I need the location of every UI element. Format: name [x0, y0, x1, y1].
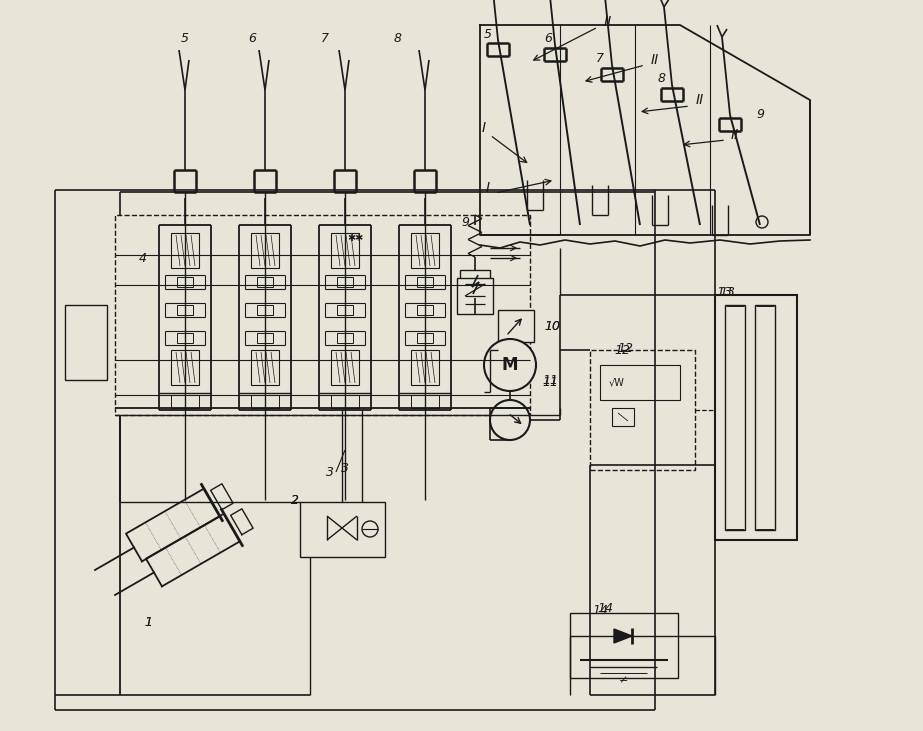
Text: I: I	[485, 181, 490, 195]
Bar	[257, 277, 273, 287]
Bar	[331, 233, 359, 268]
Bar	[251, 395, 279, 408]
Bar	[755, 305, 775, 530]
Text: II: II	[696, 93, 704, 107]
Text: 10: 10	[544, 319, 560, 333]
Bar	[715, 295, 797, 540]
Text: 11: 11	[542, 374, 558, 387]
Bar	[251, 233, 279, 268]
Text: 10: 10	[544, 319, 560, 333]
Bar	[590, 350, 695, 470]
Text: 3: 3	[341, 461, 349, 474]
Bar	[171, 350, 199, 385]
Bar	[600, 365, 680, 400]
Text: 11: 11	[542, 376, 558, 388]
Bar	[417, 277, 433, 287]
Bar	[257, 305, 273, 315]
Text: I: I	[482, 121, 486, 135]
Text: 2: 2	[291, 493, 299, 507]
Bar	[457, 278, 493, 314]
Bar	[257, 333, 273, 343]
Bar	[417, 305, 433, 315]
Text: 9: 9	[756, 108, 764, 121]
Bar	[331, 395, 359, 408]
Text: 1: 1	[144, 616, 152, 629]
Text: II: II	[731, 128, 739, 142]
Text: 14: 14	[597, 602, 613, 616]
Text: M: M	[502, 356, 518, 374]
Text: 13: 13	[716, 287, 732, 300]
Polygon shape	[614, 629, 632, 643]
Bar	[331, 350, 359, 385]
Bar	[460, 270, 490, 298]
Text: 3: 3	[326, 466, 334, 479]
Bar	[300, 502, 385, 557]
Text: 2: 2	[291, 493, 299, 507]
Text: 4: 4	[139, 251, 147, 265]
Bar	[337, 277, 353, 287]
Text: √W: √W	[609, 377, 625, 387]
Bar	[612, 408, 634, 426]
Bar	[570, 613, 678, 678]
Bar	[725, 305, 745, 530]
Bar	[177, 277, 193, 287]
Text: 6: 6	[544, 31, 552, 45]
Bar	[417, 333, 433, 343]
Bar	[337, 333, 353, 343]
Bar	[171, 395, 199, 408]
Circle shape	[484, 339, 536, 391]
Text: ≠: ≠	[619, 675, 629, 685]
Text: 7: 7	[596, 51, 604, 64]
Bar	[411, 350, 439, 385]
Bar	[177, 333, 193, 343]
Bar	[171, 233, 199, 268]
Text: II: II	[604, 15, 612, 29]
Text: 12: 12	[614, 344, 630, 357]
Bar	[251, 350, 279, 385]
Circle shape	[490, 400, 530, 440]
Bar	[498, 310, 534, 342]
Text: 5: 5	[181, 31, 189, 45]
Text: 8: 8	[658, 72, 666, 85]
Text: 9: 9	[461, 216, 469, 229]
Text: 6: 6	[248, 31, 256, 45]
Text: 13: 13	[719, 287, 735, 300]
Bar	[411, 395, 439, 408]
Text: 1: 1	[144, 616, 152, 629]
Text: II: II	[651, 53, 659, 67]
Text: ✱✱: ✱✱	[347, 233, 363, 243]
Text: 14: 14	[592, 605, 608, 618]
Bar	[411, 233, 439, 268]
Text: 8: 8	[394, 31, 402, 45]
Bar	[65, 305, 107, 380]
Text: 12: 12	[617, 341, 633, 355]
Bar	[337, 305, 353, 315]
Bar	[177, 305, 193, 315]
Text: 5: 5	[484, 29, 492, 42]
Bar	[115, 215, 530, 415]
Text: 7: 7	[321, 31, 329, 45]
